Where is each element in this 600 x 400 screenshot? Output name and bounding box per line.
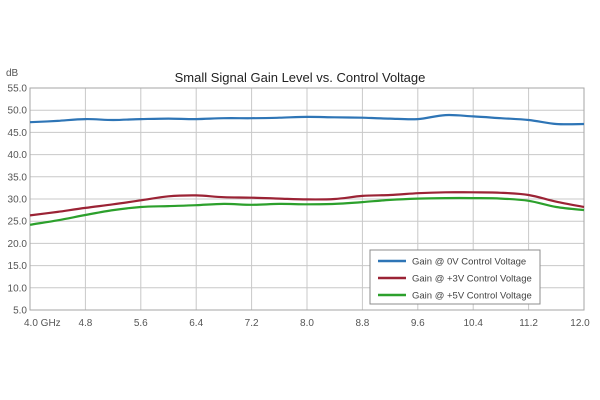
x-tick-label: 11.2 <box>519 318 538 329</box>
y-axis-unit-label: dB <box>6 68 19 79</box>
y-tick-label: 20.0 <box>8 239 28 250</box>
y-tick-label: 50.0 <box>8 106 28 117</box>
chart-title: Small Signal Gain Level vs. Control Volt… <box>175 70 426 85</box>
y-tick-label: 35.0 <box>8 172 28 183</box>
x-tick-label: 4.8 <box>78 318 92 329</box>
series-line-1 <box>29 113 585 126</box>
legend-label-2: Gain @ +3V Control Voltage <box>412 274 532 285</box>
x-tick-label: 6.4 <box>189 318 203 329</box>
y-tick-label: 15.0 <box>8 261 28 272</box>
x-tick-label: 4.0 GHz <box>24 318 61 329</box>
series-line-2 <box>29 191 585 217</box>
tick-labels: 5.0 10.0 15.0 20.0 25.0 30.0 35.0 40.0 45.0 50.0 5… <box>8 84 591 330</box>
y-tick-label: 25.0 <box>8 217 28 228</box>
x-tick-label: 8.8 <box>355 318 369 329</box>
axes <box>29 87 585 311</box>
legend: Gain @ 0V Control Voltage Gain @ +3V Cont… <box>369 249 541 305</box>
y-tick-label: 45.0 <box>8 128 28 139</box>
x-tick-label: 8.0 <box>300 318 314 329</box>
x-tick-label: 10.4 <box>463 318 483 329</box>
legend-label-1: Gain @ 0V Control Voltage <box>412 257 526 268</box>
y-tick-label: 40.0 <box>8 150 28 161</box>
series-lines <box>29 113 585 226</box>
x-tick-label: 5.6 <box>134 318 148 329</box>
plot-frame <box>29 87 585 311</box>
x-tick-label: 12.0 <box>570 318 590 329</box>
x-tick-label: 7.2 <box>245 318 259 329</box>
y-tick-label: 5.0 <box>13 306 27 317</box>
x-tick-label: 9.6 <box>411 318 425 329</box>
y-tick-label: 10.0 <box>8 283 28 294</box>
legend-label-3: Gain @ +5V Control Voltage <box>412 291 532 302</box>
series-line-3 <box>29 196 585 226</box>
y-tick-label: 30.0 <box>8 195 28 206</box>
y-tick-label: 55.0 <box>8 84 28 95</box>
